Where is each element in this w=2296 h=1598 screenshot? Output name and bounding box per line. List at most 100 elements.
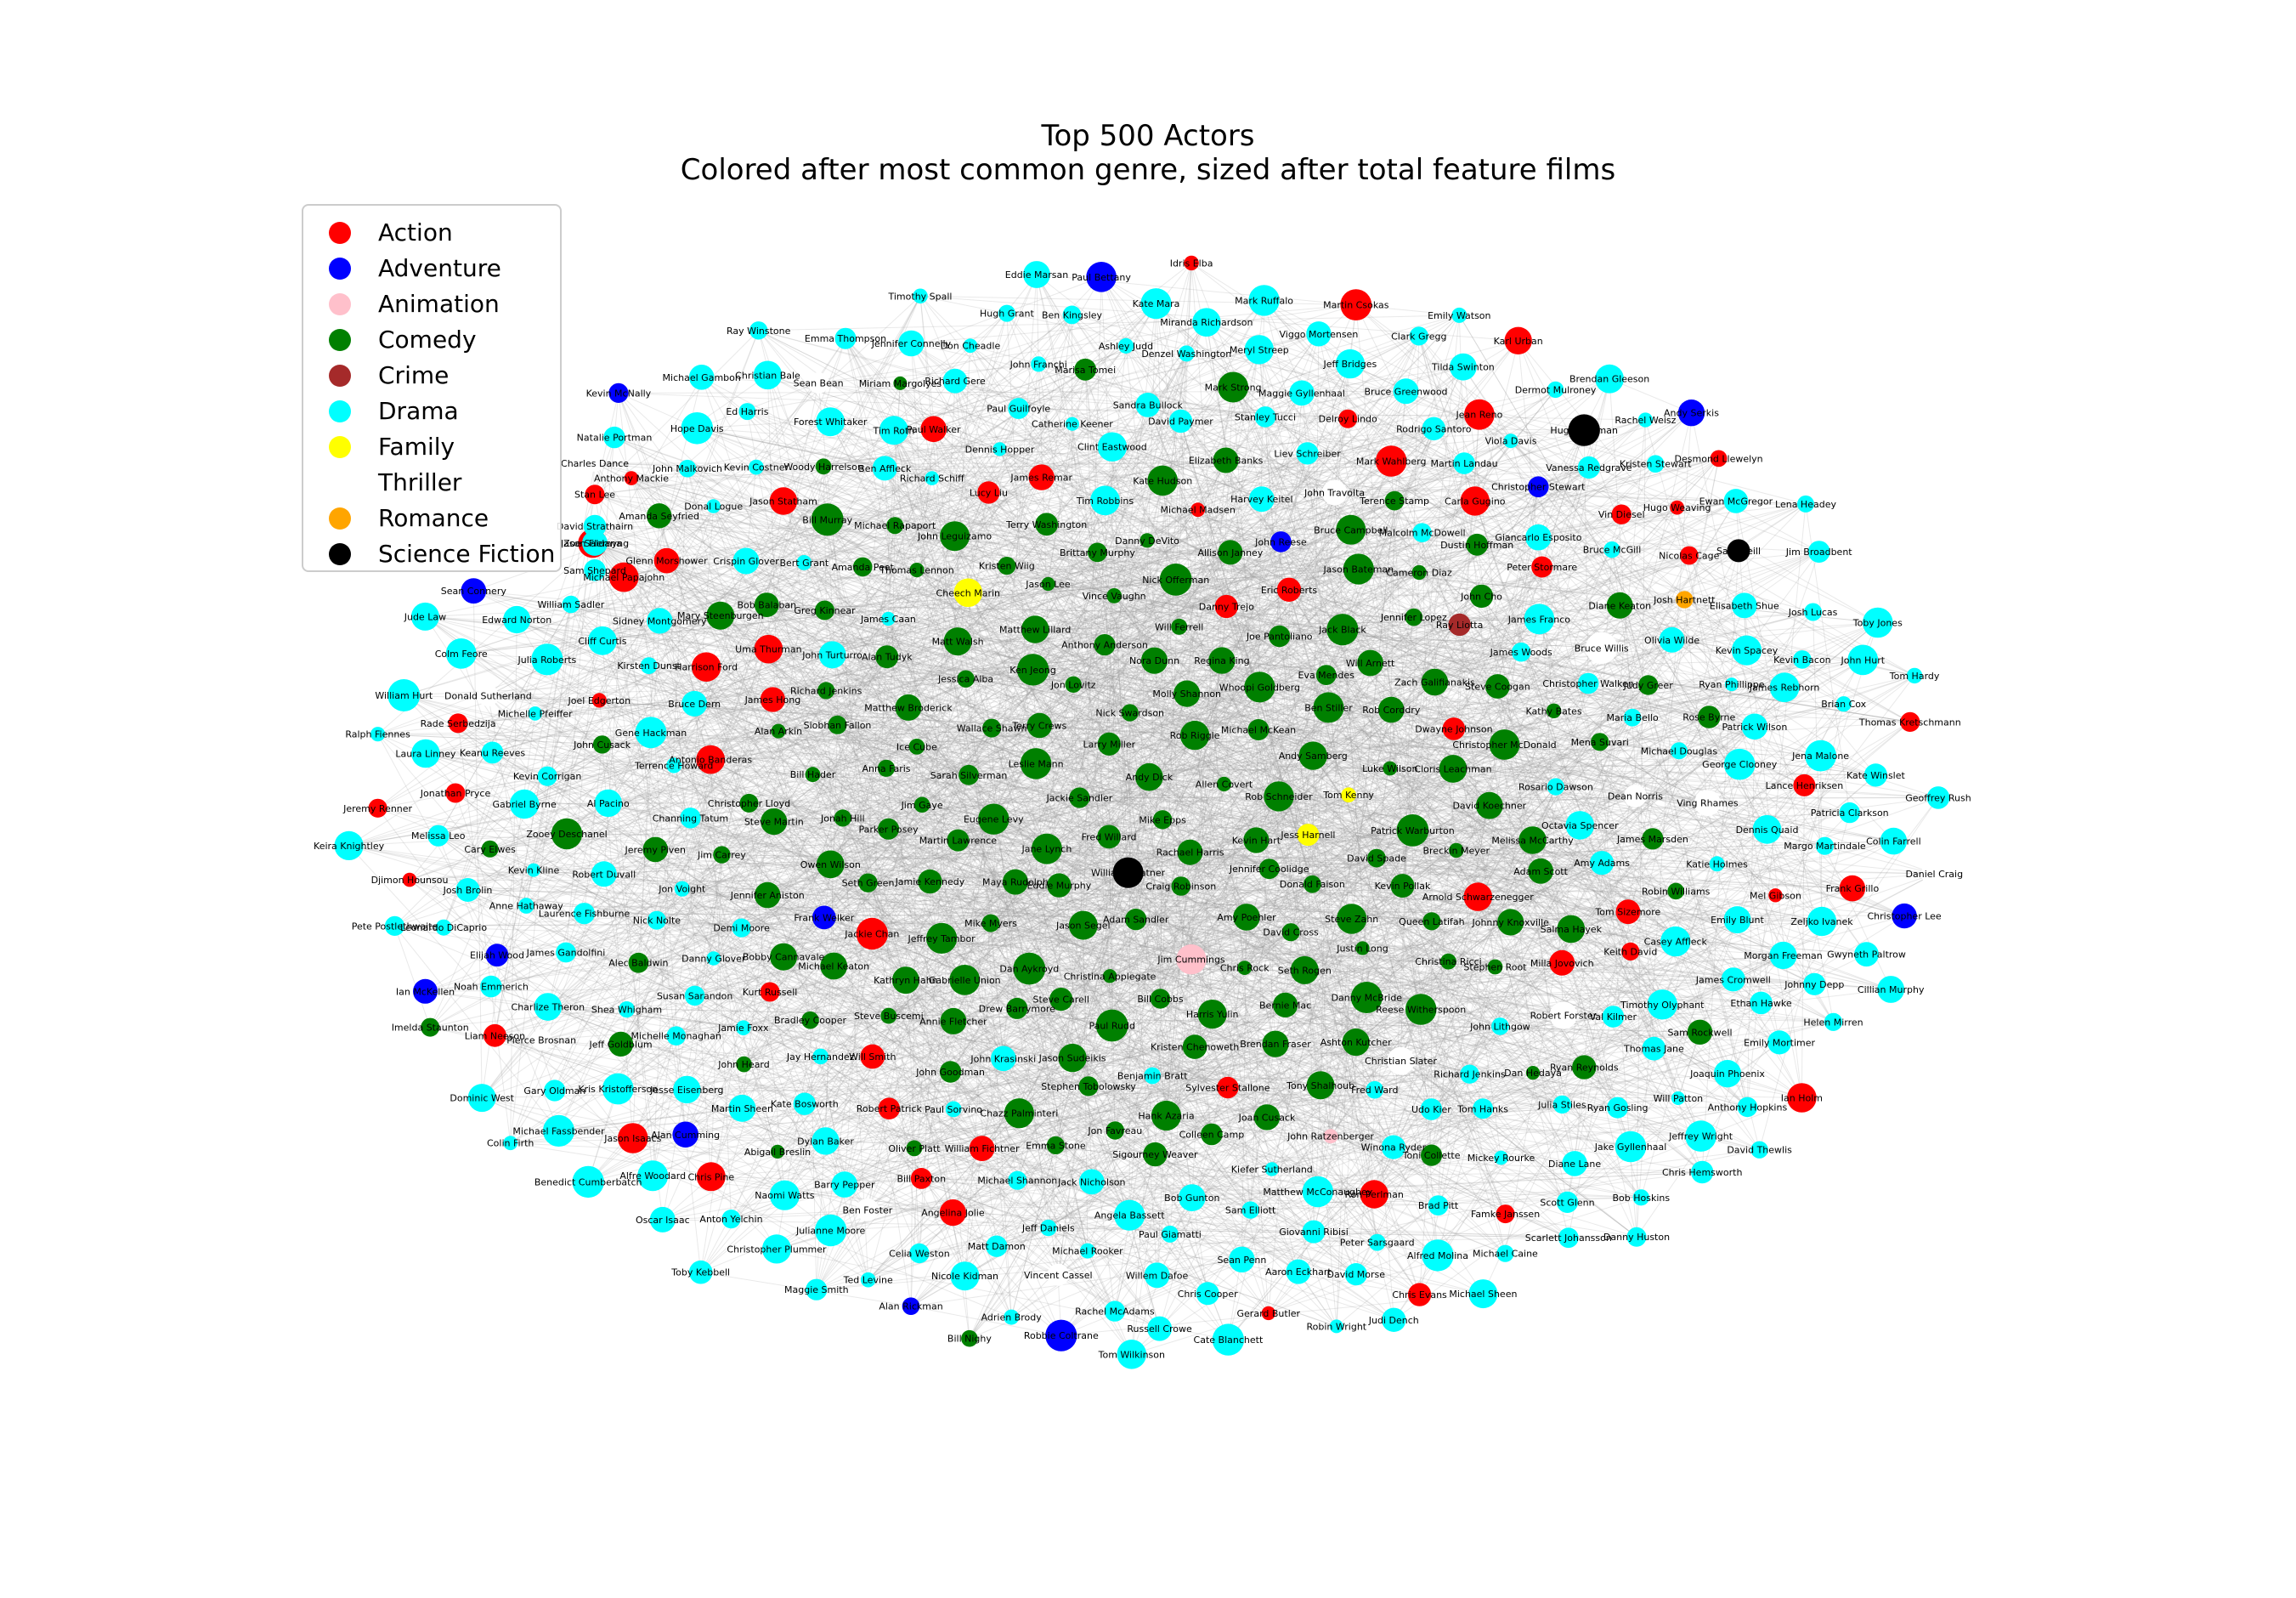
actor-label: Bob Gunton: [1164, 1193, 1219, 1204]
actor-label: Viola Davis: [1485, 436, 1537, 447]
actor-label: Jim Broadbent: [1785, 547, 1853, 558]
actor-label: Kevin Pollak: [1375, 881, 1431, 892]
actor-label: Benedict Cumberbatch: [534, 1176, 642, 1187]
legend-label: Comedy: [378, 326, 477, 354]
actor-label: Sidney Montgomery: [613, 615, 707, 626]
legend-item-adventure: Adventure: [303, 250, 560, 286]
legend-label: Animation: [378, 290, 500, 319]
legend-item-drama: Drama: [303, 393, 560, 428]
actor-label: Joan Cusack: [1238, 1112, 1296, 1123]
actor-label: Paul Sorvino: [925, 1104, 982, 1115]
actor-label: Seth Green: [842, 878, 895, 889]
actor-label: John Krasinski: [970, 1053, 1036, 1064]
actor-label: Nick Offerman: [1142, 575, 1209, 586]
actor-label: Jess Harnell: [1280, 830, 1335, 841]
actor-label: Christopher Walken: [1542, 678, 1633, 689]
actor-label: Colin Firth: [487, 1138, 534, 1149]
actor-label: Will Smith: [849, 1051, 896, 1062]
actor-label: Ryan Reynolds: [1550, 1062, 1619, 1074]
actor-label: Bruce Greenwood: [1364, 386, 1447, 397]
actor-label: Toni Collette: [1402, 1150, 1461, 1161]
actor-label: Brendan Fraser: [1240, 1039, 1311, 1050]
actor-label: Sarah Silverman: [930, 770, 1008, 781]
actor-label: Miriam Margolyes: [859, 378, 942, 389]
actor-label: John Leguizamo: [917, 531, 992, 542]
actor-label: Cliff Curtis: [578, 636, 626, 647]
actor-label: Eugene Levy: [964, 814, 1024, 825]
actor-label: Kathy Bates: [1526, 706, 1582, 717]
actor-label: Donald Sutherland: [444, 690, 532, 701]
actor-label: Charles Dance: [561, 458, 629, 469]
actor-label: Salma Hayek: [1541, 924, 1603, 935]
actor-label: Tom Hardy: [1889, 671, 1940, 682]
legend-item-thriller: Thriller: [303, 464, 560, 500]
actor-label: Danny Trejo: [1199, 602, 1254, 613]
actor-label: Bruce Dern: [668, 699, 721, 710]
actor-label: Chris Hemsworth: [1662, 1167, 1743, 1178]
actor-label: Angelina Jolie: [921, 1208, 985, 1219]
actor-label: Cameron Diaz: [1386, 568, 1452, 579]
actor-label: Idris Elba: [1170, 258, 1213, 269]
actor-label: Tom Kenny: [1322, 790, 1374, 801]
actor-label: Ed Harris: [726, 406, 768, 417]
actor-label: Cillian Murphy: [1858, 984, 1925, 995]
actor-label: Imelda Staunton: [392, 1023, 469, 1034]
actor-label: Jamie Kennedy: [895, 876, 965, 887]
actor-label: Jeremy Renner: [342, 803, 412, 814]
actor-label: Eddie Marsan: [1005, 269, 1068, 280]
legend-label: Crime: [378, 361, 449, 390]
actor-label: Judy Greer: [1623, 680, 1674, 691]
actor-label: Annie Fletcher: [919, 1016, 987, 1027]
actor-label: Olivia Wilde: [1644, 635, 1699, 646]
actor-label: Paul Walker: [907, 424, 961, 435]
actor-label: Kevin McNally: [586, 388, 652, 399]
actor-label: Kirsten Dunst: [617, 660, 681, 672]
actor-label: Ian Holm: [1781, 1093, 1823, 1104]
actor-label: Crispin Glover: [713, 556, 779, 567]
actor-label: Giancarlo Esposito: [1495, 532, 1581, 543]
legend-item-crime: Crime: [303, 357, 560, 393]
actor-label: Jesse Eisenberg: [649, 1085, 723, 1096]
actor-label: Christian Slater: [1365, 1056, 1437, 1067]
actor-label: Danny McBride: [1332, 993, 1403, 1004]
actor-label: Terence Stamp: [1359, 496, 1429, 507]
actor-label: Jamie Foxx: [717, 1023, 769, 1034]
actor-label: Cary Elwes: [464, 844, 516, 855]
actor-label: Richard Jenkins: [1434, 1069, 1506, 1080]
actor-label: Donald Faison: [1280, 879, 1345, 890]
actor-label: James Woods: [1490, 647, 1552, 658]
actor-label: Nick Nolte: [633, 915, 681, 926]
actor-label: James Gandolfini: [526, 948, 606, 959]
actor-label: Wallace Shawn: [957, 723, 1027, 734]
actor-label: Tom Hanks: [1456, 1103, 1508, 1114]
actor-label: David Spade: [1347, 853, 1406, 864]
actor-label: Clint Eastwood: [1077, 442, 1147, 453]
actor-label: Sam Neill: [1716, 546, 1761, 557]
actor-label: Russell Crowe: [1127, 1323, 1192, 1334]
actor-label: Jason Flemyng: [560, 538, 629, 549]
actor-label: Benjamin Bratt: [1117, 1071, 1188, 1082]
actor-label: Sandra Bullock: [1113, 400, 1184, 411]
actor-label: Jeff Daniels: [1021, 1223, 1075, 1234]
actor-label: Kristen Wiig: [979, 561, 1035, 572]
actor-label: Angela Bassett: [1094, 1210, 1165, 1221]
actor-label: Chazz Palminteri: [981, 1108, 1059, 1119]
actor-label: Paul Bettany: [1072, 272, 1131, 283]
actor-label: Jack Nicholson: [1057, 1176, 1125, 1187]
actor-label: Elizabeth Banks: [1189, 456, 1264, 467]
actor-label: Christian Bale: [735, 370, 800, 381]
actor-label: Jena Malone: [1791, 751, 1849, 762]
actor-label: Alfred Molina: [1407, 1250, 1468, 1261]
actor-label: Noah Emmerich: [454, 982, 529, 993]
actor-label: Lucy Liu: [970, 487, 1008, 498]
actor-label: Matthew Lillard: [999, 625, 1071, 636]
actor-label: Malcolm McDowell: [1379, 528, 1466, 539]
actor-label: Diane Lane: [1548, 1159, 1601, 1170]
actor-label: Allen Covert: [1196, 779, 1253, 790]
actor-label: Frank Welker: [794, 912, 854, 923]
actor-label: Dean Norris: [1608, 791, 1663, 802]
actor-label: Mike Epps: [1139, 814, 1186, 825]
actor-label: Amy Poehler: [1217, 912, 1276, 923]
actor-label: Jason Segel: [1055, 921, 1110, 932]
actor-label: Stephen Root: [1463, 962, 1527, 973]
